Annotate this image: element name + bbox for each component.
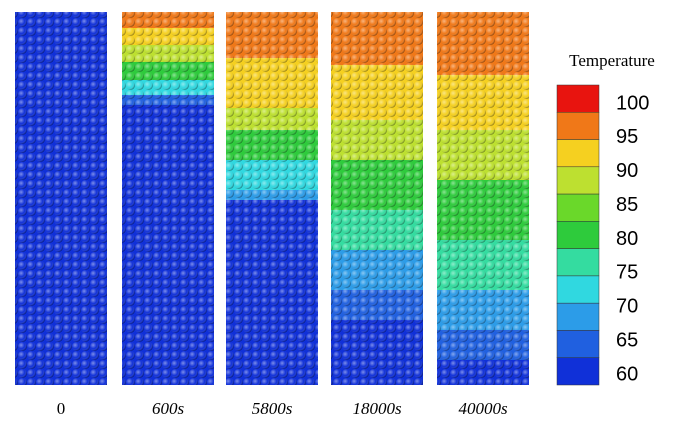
figure: Temperature 100 95 90 85 80 75 70 65 60 0 600s 5800…: [0, 0, 678, 433]
column-label: 18000s: [352, 399, 402, 418]
column-label: 5800s: [252, 399, 293, 418]
column-label: 0: [57, 399, 66, 418]
legend-swatch: [557, 112, 599, 139]
legend-swatch: [557, 330, 599, 357]
column-label: 600s: [152, 399, 185, 418]
particle-texture: [331, 12, 423, 385]
legend-label: 70: [616, 296, 638, 318]
particle-texture: [437, 12, 529, 385]
legend-label: 95: [616, 126, 638, 148]
legend-swatch: [557, 194, 599, 221]
particle-texture: [15, 12, 107, 385]
legend-swatch: [557, 140, 599, 167]
legend-swatch: [557, 85, 599, 112]
legend-swatch: [557, 249, 599, 276]
particle-texture: [226, 12, 318, 385]
legend-swatch: [557, 303, 599, 330]
legend-label: 85: [616, 194, 638, 216]
legend-title: Temperature: [569, 51, 655, 70]
legend-label: 75: [616, 262, 638, 284]
legend-swatch: [557, 276, 599, 303]
legend-label: 90: [616, 160, 638, 182]
legend-label: 60: [616, 363, 638, 385]
legend-swatch: [557, 167, 599, 194]
legend-swatch: [557, 221, 599, 248]
legend-label: 80: [616, 228, 638, 250]
column-label: 40000s: [458, 399, 508, 418]
legend-swatch: [557, 358, 599, 385]
legend-label: 65: [616, 329, 638, 351]
legend-label: 100: [616, 92, 649, 114]
particle-texture: [122, 12, 214, 385]
